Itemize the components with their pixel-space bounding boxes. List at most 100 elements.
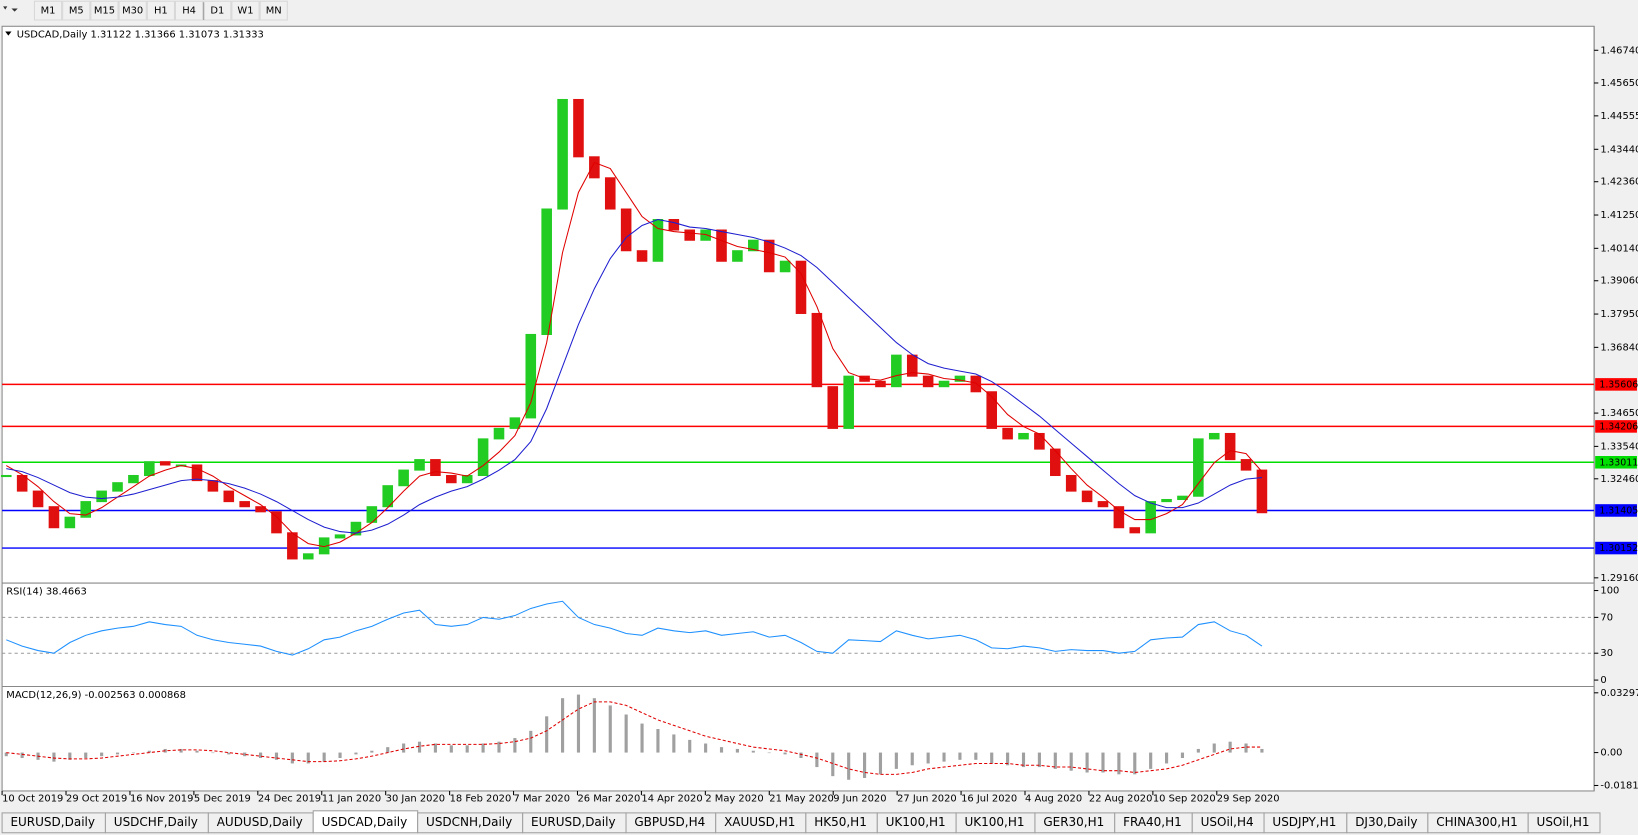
tab[interactable]: EURUSD,Daily	[522, 812, 627, 834]
tab[interactable]: DJ30,Daily	[1346, 812, 1429, 834]
macd-bar	[529, 730, 533, 753]
candle	[191, 464, 203, 482]
tab[interactable]: EURUSD,Daily	[1, 812, 106, 834]
candle	[1050, 448, 1061, 477]
tab-label[interactable]: USOil,H1	[1537, 815, 1590, 829]
tab-label[interactable]: CHINA300,H1	[1436, 815, 1518, 829]
macd-bar	[465, 745, 469, 753]
candle	[493, 427, 505, 440]
tab-label[interactable]: GER30,H1	[1043, 815, 1104, 829]
y-tick-label: 1.29160	[1600, 573, 1638, 584]
y-tick-label: 1.41250	[1600, 210, 1638, 221]
candle	[1081, 490, 1093, 503]
tab[interactable]: USDCAD,Daily	[312, 810, 419, 834]
timeframe-label[interactable]: M30	[122, 6, 143, 17]
macd-bar	[847, 752, 851, 780]
tab[interactable]: GER30,H1	[1034, 812, 1116, 834]
timeframe-button[interactable]	[90, 0, 119, 21]
timeframe-button[interactable]	[62, 0, 91, 21]
timeframe-button[interactable]	[118, 0, 147, 21]
macd-bar	[942, 752, 946, 762]
tab[interactable]: USOil,H1	[1527, 812, 1601, 834]
candle	[1256, 469, 1268, 514]
macd-bar	[338, 752, 342, 759]
x-tick-label: 30 Jan 2020	[386, 793, 445, 804]
timeframe-label[interactable]: H4	[182, 6, 196, 17]
timeframe-label[interactable]: H1	[154, 6, 168, 17]
tab[interactable]: USOil,H4	[1191, 812, 1265, 834]
tab-label[interactable]: EURUSD,Daily	[531, 815, 616, 829]
tab-label[interactable]: DJ30,Daily	[1355, 815, 1417, 829]
macd-bar	[147, 750, 151, 753]
tab[interactable]: CHINA300,H1	[1427, 812, 1529, 834]
timeframe-button[interactable]	[146, 0, 175, 21]
timeframe-button[interactable]	[259, 0, 288, 21]
x-tick-label: 7 Mar 2020	[514, 793, 571, 804]
tab-label[interactable]: USDCHF,Daily	[114, 815, 198, 829]
tab-label[interactable]: USDCNH,Daily	[426, 815, 512, 829]
timeframe-label[interactable]: M5	[69, 6, 84, 17]
tab[interactable]: USDCNH,Daily	[417, 812, 524, 834]
candle	[287, 532, 298, 560]
tab-label[interactable]: FRA40,H1	[1123, 815, 1182, 829]
timeframe-label[interactable]: D1	[210, 6, 224, 17]
candle	[414, 459, 425, 471]
macd-bar	[433, 743, 437, 753]
timeframe-label[interactable]: M1	[41, 6, 56, 17]
candle	[112, 482, 123, 492]
tab[interactable]: XAUUSD,H1	[715, 812, 807, 834]
tab[interactable]: UK100,H1	[876, 812, 957, 834]
toolbar	[0, 0, 1638, 23]
candle	[763, 239, 775, 273]
timeframe-button[interactable]	[231, 0, 260, 21]
tab-label[interactable]: USOil,H4	[1201, 815, 1254, 829]
tab-label[interactable]: UK100,H1	[886, 815, 946, 829]
candle	[223, 490, 235, 503]
candle	[96, 490, 107, 503]
timeframe-button[interactable]	[33, 0, 63, 21]
timeframe-label[interactable]: W1	[237, 6, 253, 17]
y-tick-label: 1.46740	[1600, 45, 1638, 56]
candle	[684, 229, 696, 241]
y-tick-label: -0.018154	[1600, 780, 1638, 791]
candle	[525, 333, 537, 419]
candle	[1034, 432, 1045, 450]
timeframe-label[interactable]: M15	[94, 6, 115, 17]
macd-bar	[1164, 752, 1169, 764]
tab[interactable]: AUDUSD,Daily	[207, 812, 314, 834]
tab[interactable]: UK100,H1	[955, 812, 1036, 834]
tab-label[interactable]: GBPUSD,H4	[634, 815, 705, 829]
candle	[48, 506, 60, 529]
timeframe-label[interactable]: MN	[266, 6, 282, 17]
tab[interactable]: FRA40,H1	[1114, 812, 1193, 834]
macd-bar	[68, 752, 72, 760]
tab-label[interactable]: USDCAD,Daily	[322, 815, 408, 829]
tab[interactable]: USDJPY,H1	[1263, 812, 1348, 834]
tab-label[interactable]: USDJPY,H1	[1272, 815, 1336, 829]
tab-label[interactable]: AUDUSD,Daily	[217, 815, 303, 829]
macd-bar	[1212, 743, 1216, 753]
y-tick-label: 100	[1600, 586, 1619, 597]
candle	[795, 260, 807, 314]
macd-bar	[1085, 752, 1089, 773]
candle	[1065, 474, 1077, 492]
macd-bar	[243, 752, 247, 757]
tab-label[interactable]: EURUSD,Daily	[10, 815, 95, 829]
candle	[732, 250, 743, 262]
tab-label[interactable]: UK100,H1	[964, 815, 1024, 829]
macd-bar	[576, 694, 581, 753]
tab[interactable]: GBPUSD,H4	[625, 812, 717, 834]
tab-label[interactable]: XAUUSD,H1	[724, 815, 795, 829]
tab[interactable]: USDCHF,Daily	[104, 812, 209, 834]
y-tick-label: 1.45650	[1600, 78, 1638, 89]
tab-box[interactable]	[1527, 812, 1601, 834]
timeframe-button[interactable]	[174, 0, 204, 21]
level-label-box	[1595, 541, 1637, 555]
macd-bar	[688, 739, 692, 753]
tab[interactable]: HK50,H1	[805, 812, 878, 834]
candle	[891, 354, 902, 388]
macd-bar	[926, 752, 930, 764]
macd-bar	[561, 698, 565, 753]
tab-label[interactable]: HK50,H1	[814, 815, 867, 829]
